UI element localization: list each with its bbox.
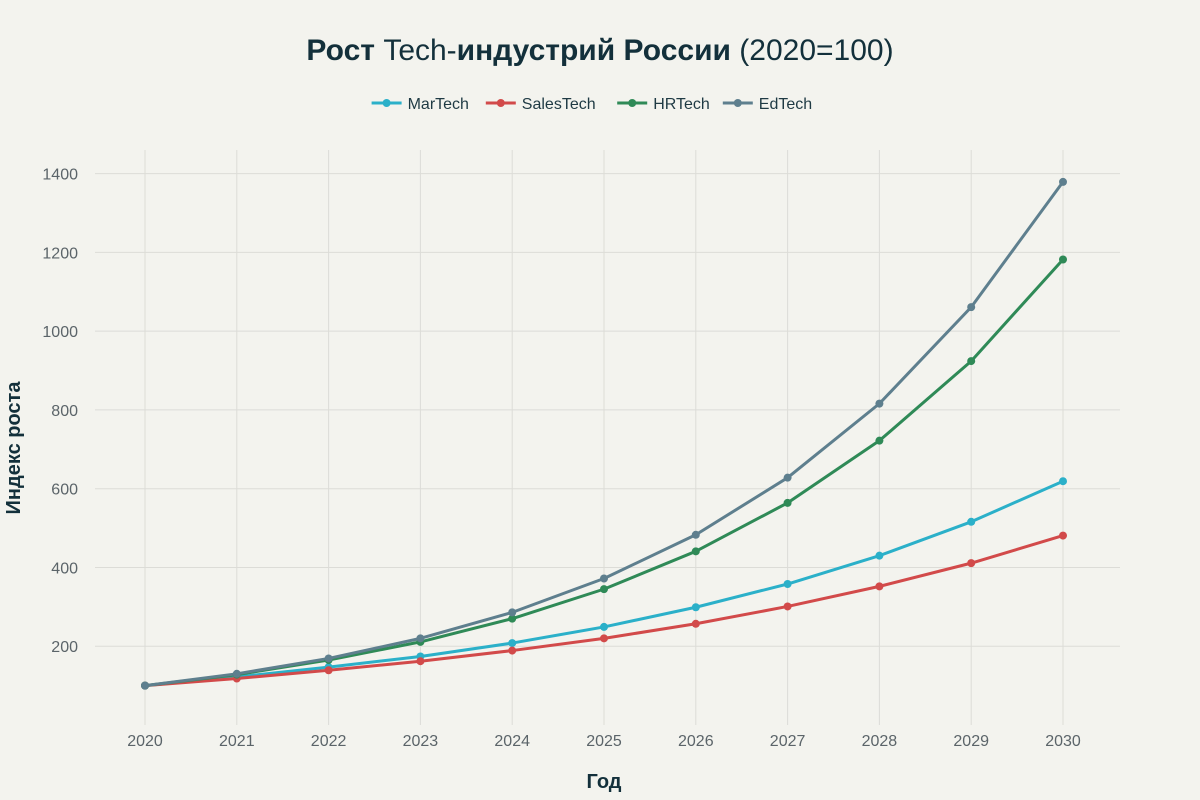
legend-item-edtech[interactable]: EdTech [722,96,812,113]
data-point-hrtech [600,585,608,594]
data-point-hrtech [783,498,792,507]
data-point-edtech [967,303,976,312]
x-tick-label: 2024 [494,733,530,750]
data-point-salestech [416,657,425,666]
x-tick-label: 2021 [219,733,255,750]
x-tick-label: 2030 [1045,733,1081,750]
legend-item-salestech[interactable]: SalesTech [485,96,596,113]
x-tick-label: 2025 [586,733,622,750]
data-point-salestech [1059,531,1067,540]
data-point-salestech [324,666,333,675]
x-tick-label: 2026 [678,733,714,750]
data-point-edtech [783,473,792,482]
data-point-salestech [600,634,608,643]
data-point-martech [967,517,976,526]
y-tick-label: 200 [51,639,78,656]
title-part-2: Tech- [383,34,456,67]
y-tick-label: 1000 [42,324,78,341]
data-point-hrtech [875,436,884,445]
y-axis-title: Индекс роста [3,381,25,515]
y-tick-label: 400 [51,560,78,577]
data-point-salestech [875,582,884,591]
legend-label: MarTech [408,96,469,113]
data-point-edtech [508,608,517,617]
data-point-salestech [783,602,792,611]
legend-label: HRTech [653,96,710,113]
data-point-martech [875,551,884,560]
legend-label: EdTech [759,96,812,113]
y-tick-label: 800 [51,403,78,420]
data-point-martech [508,639,517,648]
data-point-martech [600,622,608,631]
y-tick-label: 600 [51,482,78,499]
data-point-edtech [324,654,333,663]
data-point-edtech [416,634,425,643]
y-tick-label: 1400 [42,167,78,184]
data-point-hrtech [1059,255,1067,264]
legend-swatch-marker [382,99,391,107]
title-part-3: индустрий России [457,34,740,67]
data-point-martech [1059,477,1067,486]
x-tick-label: 2020 [127,733,163,750]
x-tick-label: 2022 [311,733,347,750]
data-point-edtech [1059,177,1067,186]
data-point-martech [691,603,700,612]
data-point-edtech [141,681,149,690]
legend: MarTech SalesTech HRTech EdTech [371,96,812,113]
chart-title: Рост Tech-индустрий России (2020=100) [306,34,893,67]
legend-label: SalesTech [522,96,596,113]
data-point-edtech [691,530,700,539]
x-tick-label: 2023 [403,733,439,750]
data-point-hrtech [508,614,517,623]
y-axis-ticks: 200 400 600 800 1000 1200 1400 [42,167,78,657]
legend-swatch-marker [628,99,637,107]
data-point-salestech [508,646,517,655]
data-point-salestech [691,619,700,628]
data-point-hrtech [691,547,700,556]
x-tick-label: 2027 [770,733,806,750]
data-point-salestech [967,559,976,568]
data-point-hrtech [967,357,976,366]
data-point-martech [783,580,792,589]
legend-swatch-marker [733,99,742,107]
legend-swatch-marker [496,99,505,107]
x-axis-title: Год [587,771,622,793]
data-point-edtech [875,399,884,408]
x-tick-label: 2028 [862,733,898,750]
y-tick-label: 1200 [42,245,78,262]
x-axis-ticks: 2020 2021 2022 2023 2024 2025 2026 2027 2028 2029… [127,733,1081,750]
data-point-edtech [232,669,241,678]
data-point-edtech [600,574,608,583]
legend-item-martech[interactable]: MarTech [371,96,469,113]
legend-item-hrtech[interactable]: HRTech [617,96,710,113]
title-part-1: Рост [306,34,383,67]
title-part-4: (2020=100) [739,34,893,67]
x-tick-label: 2029 [953,733,989,750]
points-layer [141,177,1067,690]
